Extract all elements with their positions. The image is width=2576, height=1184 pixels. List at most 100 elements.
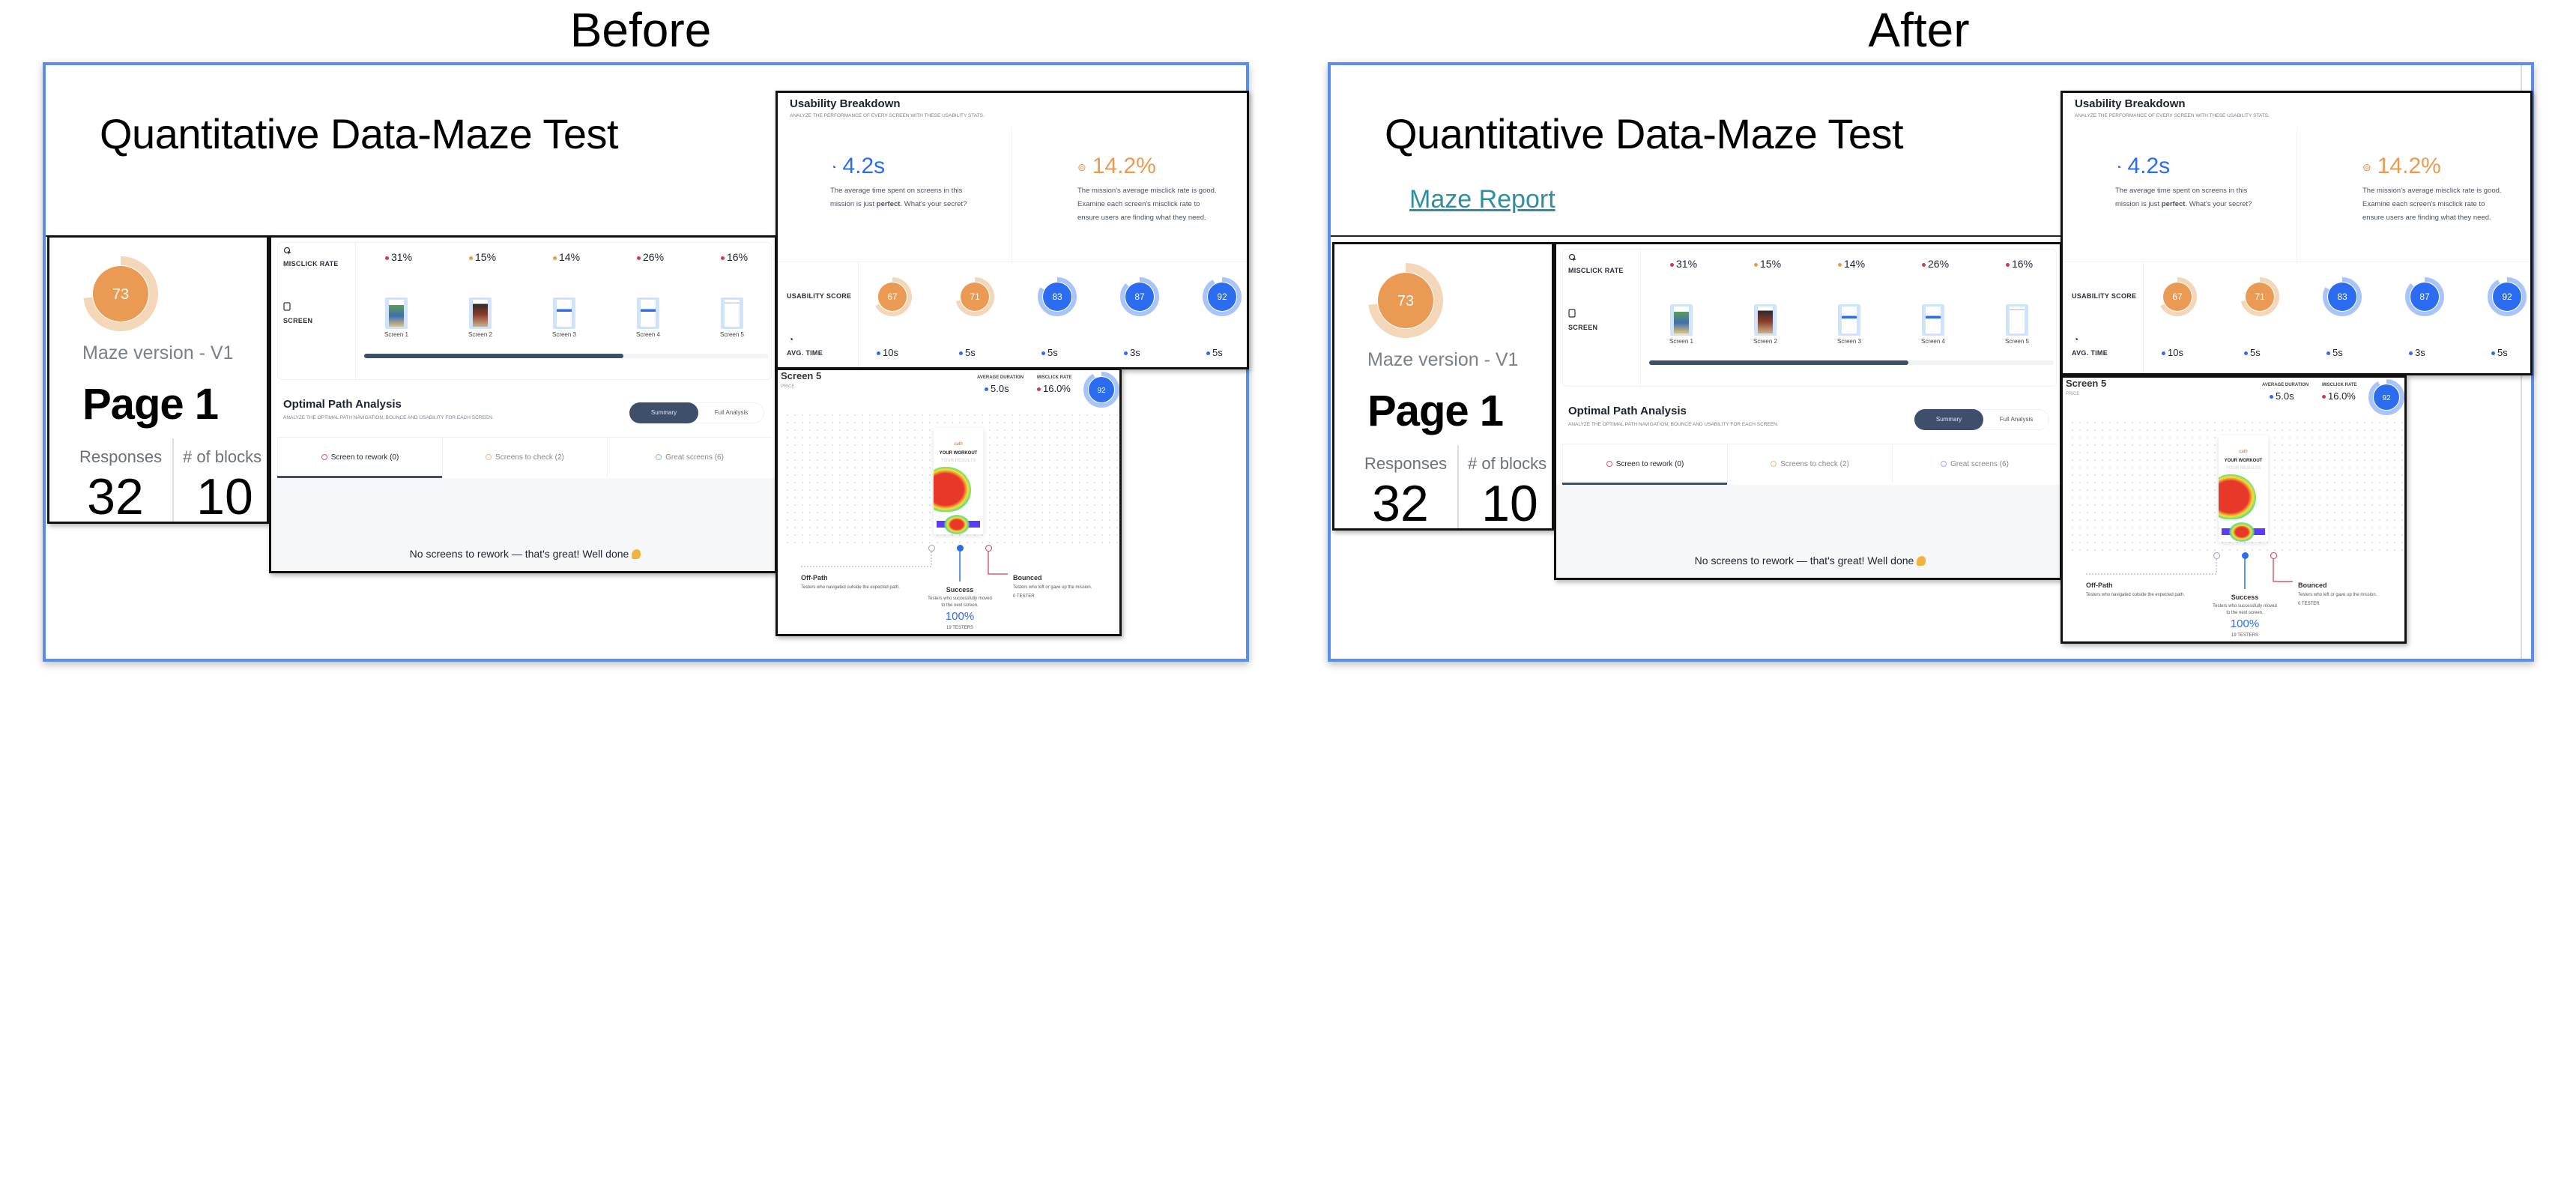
- usability-score: 87: [2419, 292, 2430, 302]
- tab-screens-to-rework[interactable]: Screen to rework (0): [1562, 444, 1727, 484]
- misclick-value: 16%: [2006, 258, 2033, 270]
- usability-score: 83: [1052, 292, 1062, 302]
- screen-name: Screen 4: [635, 331, 661, 338]
- misclick-icon: ⊚: [2362, 161, 2371, 174]
- misclick-value: 15%: [1754, 258, 1781, 270]
- screens-strip: [1562, 249, 2057, 387]
- misclick-value: 16%: [721, 251, 748, 263]
- avg-time-value: 5s: [959, 347, 976, 359]
- score-disc: [2163, 283, 2192, 311]
- before-panel: Quantitative Data-Maze Test Maze Report …: [43, 62, 1249, 662]
- horizontal-scrollbar-thumb[interactable]: [1649, 360, 1908, 365]
- status-dot: [2244, 351, 2248, 356]
- screen-label: SCREEN: [1568, 324, 1598, 331]
- score-arc: [2158, 277, 2197, 316]
- tab-great-screens[interactable]: Great screens (6): [1892, 444, 2057, 484]
- bounced-description: Testers who left or gave up the mission.: [1013, 585, 1092, 590]
- screen-thumbnail[interactable]: [469, 297, 492, 329]
- status-dot: [985, 387, 988, 392]
- bounced-label: Bounced: [2298, 582, 2327, 589]
- success-description: to the next screen.: [941, 603, 979, 608]
- screen-thumbnail[interactable]: [2006, 304, 2028, 336]
- success-rate: 100%: [2230, 617, 2260, 630]
- bounced-label: Bounced: [1013, 574, 1042, 582]
- tab-screens-to-check[interactable]: Screens to check (2): [1727, 444, 1892, 484]
- misclick-value: 15%: [469, 251, 496, 263]
- tab-screens-to-check[interactable]: Screens to check (2): [442, 437, 607, 477]
- misclick-icon: ⊚: [1077, 161, 1086, 174]
- usability-title: Usability Breakdown: [2075, 97, 2186, 110]
- flexed-biceps-icon: [1917, 556, 1926, 566]
- avg-time-value: 5s: [2326, 347, 2343, 359]
- usability-score: 67: [2172, 292, 2183, 302]
- maze-version: Maze version - V1: [1367, 349, 1519, 370]
- divider: [1331, 235, 2065, 237]
- usability-score-label: USABILITY SCORE: [787, 292, 852, 300]
- heatmap-blob: [944, 515, 970, 534]
- misclick-text: 15%: [475, 251, 497, 263]
- success-description: to the next screen.: [2226, 611, 2264, 615]
- screen-thumbnail[interactable]: [721, 297, 743, 329]
- screen-subtitle: PRICE: [781, 384, 795, 389]
- screen-thumbnail[interactable]: [553, 297, 575, 329]
- off-path-description: Testers who navigated outside the expect…: [801, 585, 900, 590]
- success-count: 19 TESTERS: [2231, 633, 2258, 638]
- success-rate: 100%: [945, 610, 975, 623]
- overall-score: 73: [112, 286, 129, 303]
- screen-thumbnail[interactable]: [637, 297, 659, 329]
- blocks-label: # of blocks: [183, 447, 262, 466]
- summary-toggle-button[interactable]: Summary: [629, 402, 698, 423]
- status-dot: [1041, 351, 1045, 356]
- usability-score-ring: [1038, 277, 1077, 316]
- misclick-text: 16%: [727, 251, 749, 263]
- tab-great-screens[interactable]: Great screens (6): [607, 437, 772, 477]
- screen-name: Screen 1: [1669, 338, 1694, 345]
- misclick-text: 16%: [2012, 258, 2034, 270]
- screens-card: MISCLICK RATE SCREEN 31% 15% 14% 26% 16%…: [1554, 242, 2062, 580]
- usability-score: 87: [1134, 292, 1145, 302]
- tab-screens-to-rework[interactable]: Screen to rework (0): [277, 437, 442, 477]
- maze-report-link[interactable]: Maze Report: [1409, 185, 1555, 214]
- page-title: Quantitative Data-Maze Test: [100, 110, 619, 157]
- score-disc: [2246, 283, 2274, 311]
- sad-face-icon: [321, 454, 327, 461]
- average-duration-label: AVERAGE DURATION: [2262, 383, 2309, 387]
- status-dot: [721, 256, 725, 260]
- divider: [858, 262, 859, 367]
- after-panel: Quantitative Data-Maze Test Maze Report …: [1328, 62, 2534, 662]
- score-arc: [1120, 277, 1159, 316]
- off-path-node: [928, 545, 935, 552]
- screen-preview-heatmap: cath YOUR WORKOUT YOUR RESULTS: [934, 428, 983, 534]
- status-dot: [2322, 395, 2326, 399]
- full-analysis-toggle-button[interactable]: Full Analysis: [714, 409, 749, 416]
- misclick-description: The mission's average misclick rate is g…: [1077, 187, 1217, 222]
- summary-toggle-button[interactable]: Summary: [1914, 409, 1983, 430]
- screen-name: Screen 2: [468, 331, 493, 338]
- score-arc: [873, 277, 912, 316]
- misclick-rate-label: MISCLICK RATE: [1568, 267, 1624, 274]
- screen-thumbnail[interactable]: [1922, 304, 1944, 336]
- screen-icon: [1568, 309, 1576, 318]
- score-disc: [1208, 283, 1236, 311]
- preview-subheading: YOUR RESULTS: [940, 459, 976, 463]
- off-path-label: Off-Path: [2086, 582, 2113, 589]
- misclick-rate-label: MISCLICK RATE: [1037, 375, 1072, 380]
- overall-score-ring: 73: [83, 256, 158, 331]
- horizontal-scrollbar-thumb[interactable]: [364, 354, 623, 358]
- success-description: Testers who successfully moved: [2213, 604, 2277, 608]
- bounced-count: 0 TESTER: [1013, 594, 1035, 599]
- status-dot: [2409, 351, 2413, 356]
- screen-thumbnail[interactable]: [385, 297, 408, 329]
- score-arc: [1203, 277, 1242, 316]
- usability-score-ring: [1203, 277, 1242, 316]
- clock-icon: ◔: [2115, 161, 2122, 174]
- full-analysis-toggle-button[interactable]: Full Analysis: [1999, 416, 2034, 423]
- usability-score: 71: [970, 292, 980, 302]
- usability-score-ring: [2240, 277, 2279, 316]
- screen-name: Screen 3: [1836, 338, 1862, 345]
- empty-state-message: No screens to rework — that's great! Wel…: [1556, 555, 2060, 567]
- screen-thumbnail[interactable]: [1670, 304, 1693, 336]
- screen-thumbnail[interactable]: [1838, 304, 1860, 336]
- screen-thumbnail[interactable]: [1754, 304, 1777, 336]
- heatmap-blob: [2229, 522, 2255, 542]
